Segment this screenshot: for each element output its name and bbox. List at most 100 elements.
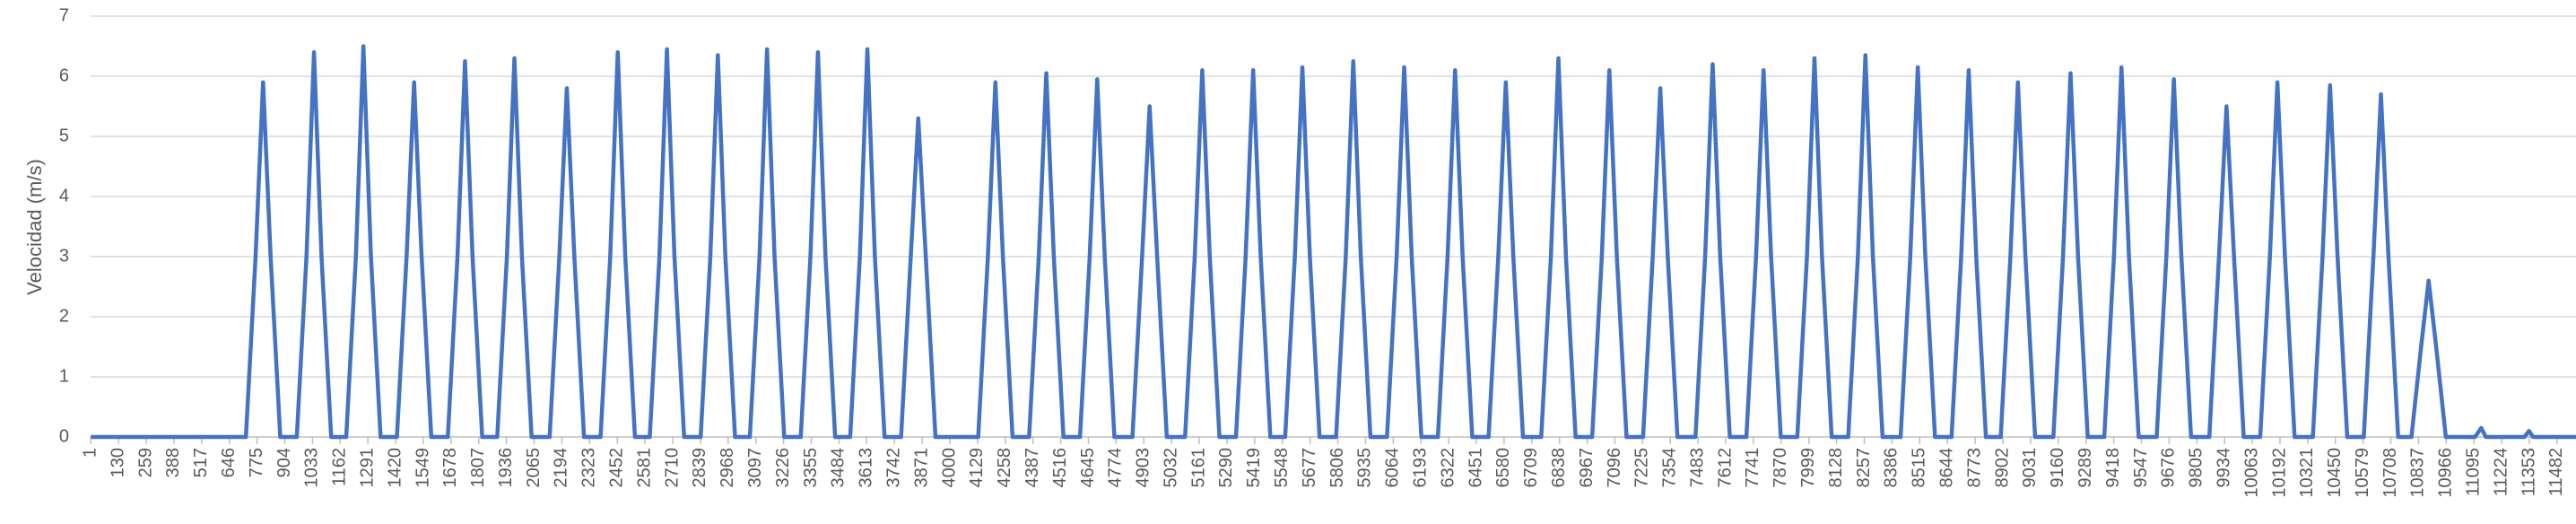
x-tick-label: 1033 <box>302 448 322 488</box>
x-tick-label: 6967 <box>1577 448 1597 488</box>
x-tick-label: 8257 <box>1854 448 1874 488</box>
y-tick-label: 0 <box>59 426 69 446</box>
x-tick-label: 3742 <box>883 448 903 488</box>
x-tick-label: 4000 <box>939 448 959 488</box>
x-tick-label: 3097 <box>745 448 765 488</box>
x-tick-label: 3613 <box>857 448 876 488</box>
x-tick-label: 11482 <box>2546 448 2566 496</box>
x-tick-label: 388 <box>163 448 183 477</box>
x-tick-label: 2452 <box>607 448 627 488</box>
x-tick-label: 517 <box>191 448 211 477</box>
x-tick-label: 1678 <box>440 448 460 488</box>
x-tick-label: 9805 <box>2187 448 2206 488</box>
x-tick-label: 1162 <box>330 448 350 486</box>
x-tick-label: 10966 <box>2436 448 2456 498</box>
x-tick-label: 2710 <box>662 448 682 488</box>
x-tick-label: 8644 <box>1937 448 1957 488</box>
data-line <box>91 44 2576 440</box>
x-tick-label: 6709 <box>1521 448 1541 488</box>
x-tick-label: 5419 <box>1244 448 1264 488</box>
x-tick-label: 6838 <box>1549 448 1569 488</box>
x-tick-label: 1936 <box>496 448 516 488</box>
x-tick-label: 4387 <box>1023 448 1042 488</box>
x-tick-label: 6451 <box>1466 448 1485 488</box>
x-tick-label: 9160 <box>2048 448 2067 488</box>
x-tick-label: 9418 <box>2103 448 2123 488</box>
y-tick-label: 3 <box>59 246 69 266</box>
x-tick-label: 7999 <box>1798 448 1818 488</box>
x-tick-label: 1291 <box>357 448 377 488</box>
x-tick-label: 1 <box>81 448 100 458</box>
x-tick-label: 5935 <box>1355 448 1375 488</box>
x-tick-label: 10708 <box>2380 448 2400 498</box>
x-tick-label: 5548 <box>1272 448 1292 488</box>
x-tick-label: 904 <box>274 448 294 477</box>
y-tick-label: 4 <box>59 186 69 205</box>
x-tick-label: 7354 <box>1660 448 1680 488</box>
x-tick-label: 4516 <box>1050 448 1070 488</box>
x-tick-label: 646 <box>219 448 239 477</box>
x-tick-label: 130 <box>108 448 127 477</box>
x-tick-label: 8515 <box>1910 448 1929 488</box>
x-tick-label: 1420 <box>385 448 405 488</box>
x-tick-label: 5161 <box>1188 448 1208 488</box>
x-tick-label: 1807 <box>468 448 488 488</box>
x-tick-label: 10192 <box>2269 448 2289 498</box>
x-tick-label: 8128 <box>1826 448 1846 488</box>
x-tick-label: 11353 <box>2519 448 2538 496</box>
x-tick-label: 5032 <box>1161 448 1180 488</box>
x-tick-label: 6193 <box>1410 448 1430 488</box>
x-tick-label: 7225 <box>1632 448 1652 488</box>
x-tick-label: 775 <box>247 448 266 477</box>
x-tick-label: 259 <box>135 448 155 477</box>
x-tick-label: 4774 <box>1106 448 1126 488</box>
y-tick-label: 5 <box>59 126 69 145</box>
x-tick-label: 3226 <box>773 448 793 488</box>
x-tick-label: 10837 <box>2408 448 2428 498</box>
x-tick-label: 11224 <box>2491 448 2511 496</box>
x-tick-label: 7096 <box>1605 448 1624 488</box>
x-tick-label: 1549 <box>413 448 432 487</box>
x-tick-label: 7870 <box>1771 448 1790 488</box>
x-tick-label: 3355 <box>801 448 821 488</box>
x-tick-label: 5290 <box>1216 448 1236 488</box>
x-tick-label: 7612 <box>1715 448 1735 488</box>
x-tick-label: 2323 <box>579 448 599 488</box>
x-tick-label: 10450 <box>2325 448 2345 498</box>
y-tick-label: 2 <box>59 306 69 326</box>
x-tick-label: 3871 <box>911 448 931 488</box>
x-tick-label: 2065 <box>524 448 544 488</box>
x-tick-label: 4258 <box>995 448 1014 488</box>
x-tick-label: 2968 <box>718 448 737 488</box>
x-tick-label: 6580 <box>1493 448 1513 488</box>
x-tick-label: 9031 <box>2020 448 2040 488</box>
x-tick-label: 2194 <box>552 448 571 488</box>
x-tick-label: 3484 <box>829 448 849 488</box>
x-tick-label: 11095 <box>2464 448 2484 496</box>
x-tick-label: 9289 <box>2076 448 2095 488</box>
x-tick-label: 6322 <box>1438 448 1458 488</box>
x-tick-label: 9934 <box>2214 448 2233 488</box>
x-tick-label: 9676 <box>2159 448 2179 488</box>
x-tick-label: 10579 <box>2353 448 2372 498</box>
x-tick-label: 2839 <box>690 448 709 488</box>
x-tick-label: 2581 <box>634 448 654 488</box>
x-tick-label: 7741 <box>1743 448 1762 488</box>
x-tick-label: 5677 <box>1300 448 1319 488</box>
x-tick-label: 4903 <box>1134 448 1153 488</box>
x-tick-label: 10321 <box>2297 448 2317 498</box>
x-tick-label: 9547 <box>2131 448 2151 488</box>
x-tick-label: 6064 <box>1383 448 1403 488</box>
x-tick-label: 7483 <box>1687 448 1707 488</box>
x-tick-label: 5806 <box>1327 448 1347 488</box>
x-tick-label: 8386 <box>1882 448 1902 488</box>
y-tick-label: 1 <box>59 366 69 386</box>
y-tick-label: 6 <box>59 66 69 85</box>
x-tick-label: 10063 <box>2241 448 2261 498</box>
y-tick-label: 7 <box>59 5 69 25</box>
x-tick-label: 8902 <box>1992 448 2012 488</box>
x-tick-label: 8773 <box>1964 448 1984 488</box>
x-tick-label: 4129 <box>967 448 987 488</box>
y-axis-label: Velocidad (m/s) <box>23 159 46 295</box>
